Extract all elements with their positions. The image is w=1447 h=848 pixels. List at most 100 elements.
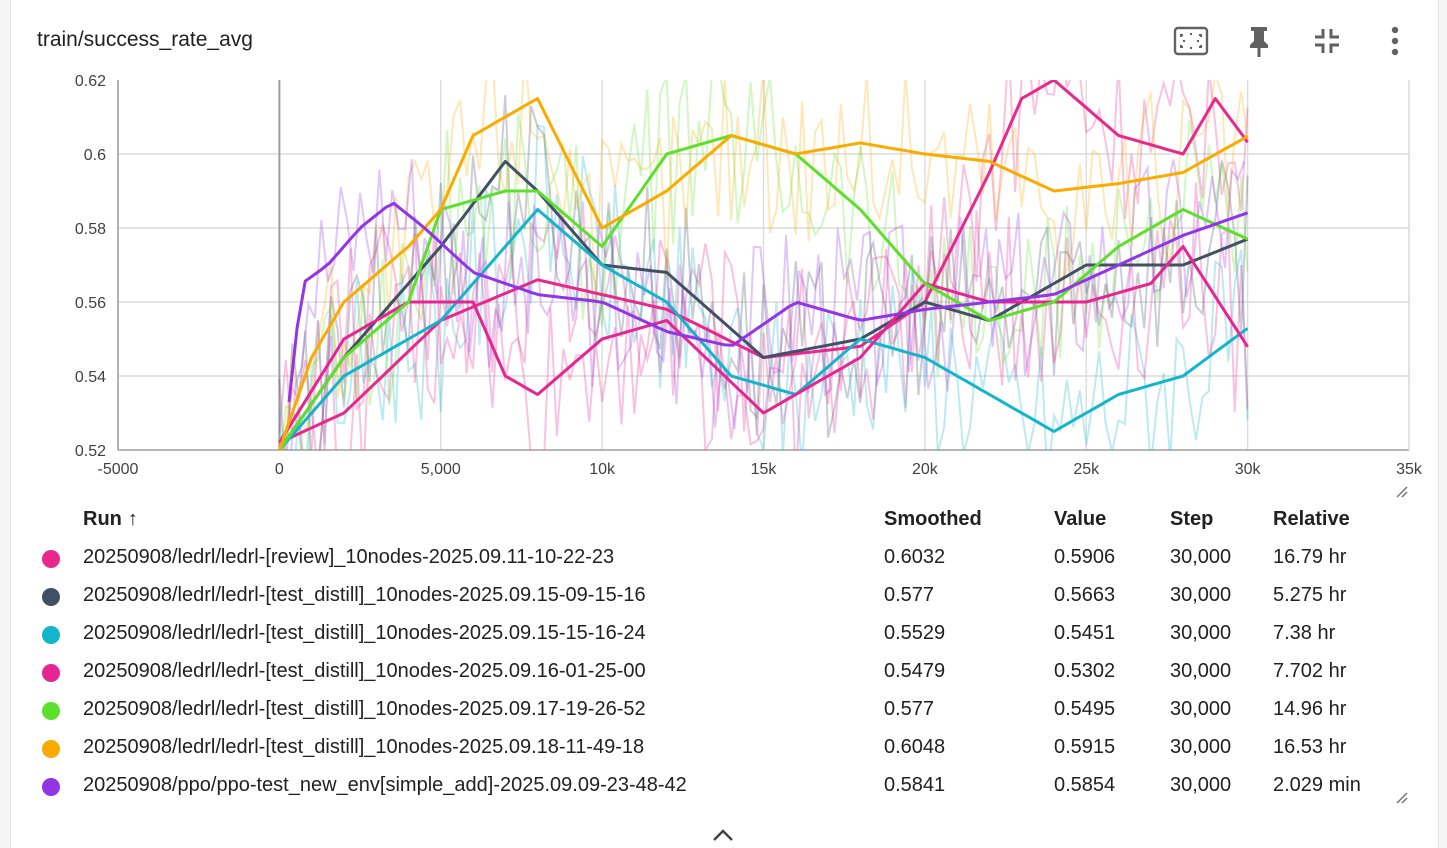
chart-series [277,80,1249,451]
more-options-button[interactable] [1374,20,1416,62]
x-tick-label: 5,000 [421,461,461,478]
y-axis: 0.52 0.54 0.56 0.58 0.6 0.62 [75,73,106,460]
y-tick-label: 0.52 [75,443,106,460]
pin-button[interactable] [1238,20,1280,62]
run-name: 20250908/ledrl/ledrl-[test_distill]_10no… [83,584,646,606]
collapse-icon [1315,29,1339,53]
x-axis: -5000 0 5,000 10k 15k 20k 25k 30k 35k [98,461,1423,478]
table-resize-handle[interactable] [1394,790,1408,804]
relative-time: 7.702 hr [1273,660,1347,682]
relative-time: 2.029 min [1273,774,1361,796]
pin-icon [1250,27,1268,57]
header-step[interactable]: Step [1170,508,1214,530]
raw-value: 0.5906 [1054,546,1116,568]
relative-time: 5.275 hr [1273,584,1347,606]
x-tick-label: 35k [1396,461,1423,478]
raw-series-line [278,124,1249,450]
y-tick-label: 0.6 [84,147,106,164]
run-color-swatch [42,702,60,720]
relative-time: 7.38 hr [1273,622,1336,644]
smoothed-series-line[interactable] [278,159,1249,450]
smoothed-value: 0.5841 [884,774,946,796]
legend-row[interactable]: 20250908/ledrl/ledrl-[test_distill]_10no… [11,576,1438,614]
run-color-swatch [42,588,60,606]
step-value: 30,000 [1170,774,1232,796]
smoothed-value: 0.5529 [884,622,946,644]
line-chart[interactable]: 0.52 0.54 0.56 0.58 0.6 0.62 -5000 0 5,000 10k 15… [11,0,1438,500]
raw-series-line [283,80,1249,450]
run-color-swatch [42,550,60,568]
fit-to-data-icon [1173,26,1209,56]
y-tick-label: 0.56 [75,295,106,312]
step-value: 30,000 [1170,698,1232,720]
x-tick-label: 10k [589,461,616,478]
relative-time: 16.79 hr [1273,546,1347,568]
card-title: train/success_rate_avg [37,28,253,51]
legend-row[interactable]: 20250908/ledrl/ledrl-[test_distill]_10no… [11,652,1438,690]
sort-arrow-icon: ↑ [127,508,138,530]
more-vert-icon [1391,26,1399,56]
legend-row[interactable]: 20250908/ledrl/ledrl-[test_distill]_10no… [11,728,1438,766]
step-value: 30,000 [1170,660,1232,682]
run-name: 20250908/ledrl/ledrl-[test_distill]_10no… [83,622,646,644]
run-name: 20250908/ppo/ppo-test_new_env[simple_add… [83,774,687,796]
run-legend-table: Run ↑ Smoothed Value Step Relative 202509… [11,500,1438,804]
header-run[interactable]: Run ↑ [83,508,138,530]
run-color-swatch [42,778,60,796]
raw-value: 0.5915 [1054,736,1116,758]
legend-row[interactable]: 20250908/ledrl/ledrl-[test_distill]_10no… [11,690,1438,728]
smoothed-series-line[interactable] [277,97,1249,451]
fit-to-data-button[interactable] [1170,20,1212,62]
step-value: 30,000 [1170,736,1232,758]
raw-series-line [290,159,1246,450]
smoothed-series-line[interactable] [287,201,1249,403]
run-name: 20250908/ledrl/ledrl-[test_distill]_10no… [83,660,646,682]
header-smoothed[interactable]: Smoothed [884,508,982,530]
x-tick-label: 15k [751,461,778,478]
collapse-button[interactable] [1306,20,1348,62]
x-tick-label: 25k [1073,461,1100,478]
chart-grid [117,80,1410,451]
relative-time: 14.96 hr [1273,698,1347,720]
header-value[interactable]: Value [1054,508,1107,530]
run-color-swatch [42,664,60,682]
run-name: 20250908/ledrl/ledrl-[test_distill]_10no… [83,736,645,758]
run-name: 20250908/ledrl/ledrl-[review]_10nodes-20… [83,546,615,568]
raw-value: 0.5495 [1054,698,1116,720]
x-tick-label: 20k [912,461,939,478]
legend-row[interactable]: 20250908/ppo/ppo-test_new_env[simple_add… [11,766,1438,804]
smoothed-value: 0.5479 [884,660,946,682]
y-tick-label: 0.62 [75,73,106,90]
smoothed-series-line[interactable] [278,245,1249,444]
raw-value: 0.5854 [1054,774,1116,796]
smoothed-value: 0.6032 [884,546,946,568]
raw-value: 0.5663 [1054,584,1116,606]
smoothed-value: 0.6048 [884,736,946,758]
smoothed-value: 0.577 [884,698,935,720]
smoothed-series-line[interactable] [278,208,1249,451]
raw-value: 0.5451 [1054,622,1116,644]
x-tick-label: -5000 [98,461,139,478]
raw-series-line [278,95,1249,450]
x-tick-label: 0 [275,461,284,478]
header-relative[interactable]: Relative [1273,508,1350,530]
chart-card: train/success_rate_avg [10,0,1439,848]
expand-chevron-up-icon[interactable] [711,826,735,844]
run-color-swatch [42,626,60,644]
raw-series-line [278,182,1249,450]
step-value: 30,000 [1170,584,1232,606]
chart-resize-handle[interactable] [1394,484,1408,498]
raw-value: 0.5302 [1054,660,1116,682]
y-tick-label: 0.54 [75,369,106,386]
legend-row[interactable]: 20250908/ledrl/ledrl-[test_distill]_10no… [11,614,1438,652]
card-toolbar [1170,20,1416,62]
legend-row[interactable]: 20250908/ledrl/ledrl-[review]_10nodes-20… [11,538,1438,576]
step-value: 30,000 [1170,546,1232,568]
relative-time: 16.53 hr [1273,736,1347,758]
x-tick-label: 30k [1235,461,1262,478]
run-color-swatch [42,740,60,758]
run-name: 20250908/ledrl/ledrl-[test_distill]_10no… [83,698,646,720]
legend-header: Run ↑ Smoothed Value Step Relative [11,500,1438,538]
step-value: 30,000 [1170,622,1232,644]
y-tick-label: 0.58 [75,221,106,238]
